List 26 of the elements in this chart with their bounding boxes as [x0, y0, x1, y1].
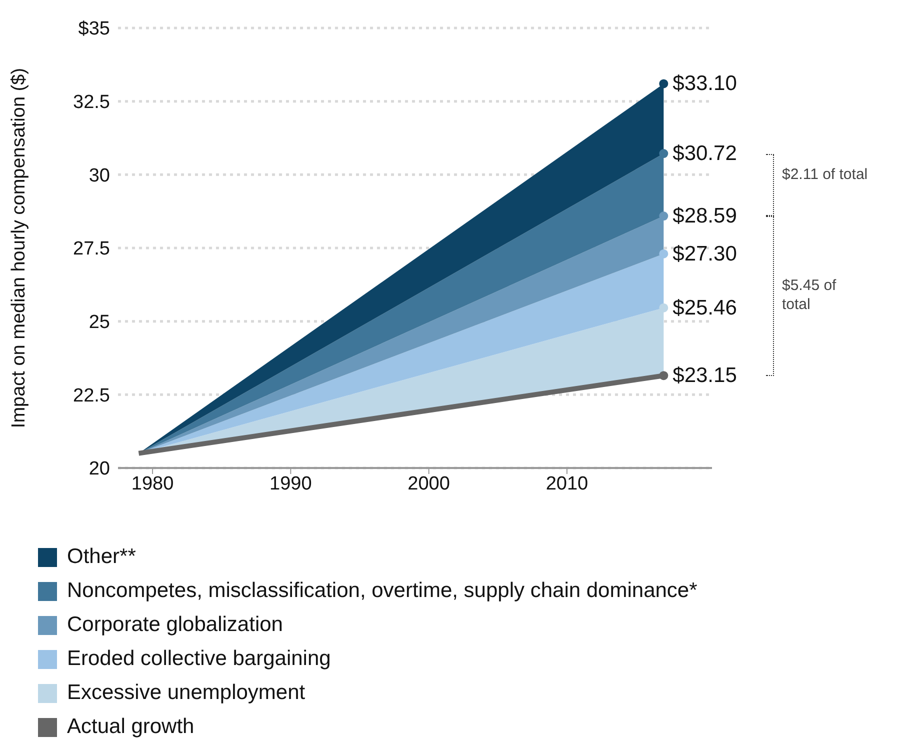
y-tick-label: 22.5 [73, 385, 110, 406]
x-tick-label: 2010 [546, 473, 588, 494]
y-tick-label: 20 [88, 458, 110, 480]
legend-label: Excessive unemployment [67, 681, 306, 705]
legend-label: Noncompetes, misclassification, overtime, supply chain dominance* [67, 579, 698, 603]
text: $5.45 of total [782, 276, 838, 314]
x-tick-label: 2000 [408, 473, 450, 494]
y-tick-label: 27.5 [73, 238, 110, 260]
data-label: $23.15 [672, 364, 737, 388]
data-label: $27.30 [672, 242, 737, 266]
legend-label: Actual growth [67, 715, 194, 739]
text: $2.11 of total [782, 164, 869, 184]
data-label: $28.59 [672, 204, 737, 228]
y-tick-label: $35 [78, 18, 110, 40]
legend-label: Other** [67, 545, 136, 569]
data-label: $33.10 [672, 72, 737, 96]
y-tick-label: 30 [88, 165, 110, 186]
x-tick-label: 1990 [270, 473, 312, 494]
data-label: $30.72 [672, 142, 737, 166]
x-tick-label: 1980 [131, 473, 174, 494]
legend-label: Corporate globalization [67, 613, 283, 637]
data-label: $25.46 [672, 296, 737, 320]
y-tick-label: 25 [88, 312, 110, 334]
y-tick-label: 32.5 [73, 92, 110, 114]
y-axis-title: Impact on median hourly compensation ($) [8, 68, 30, 428]
legend-label: Eroded collective bargaining [67, 647, 331, 671]
